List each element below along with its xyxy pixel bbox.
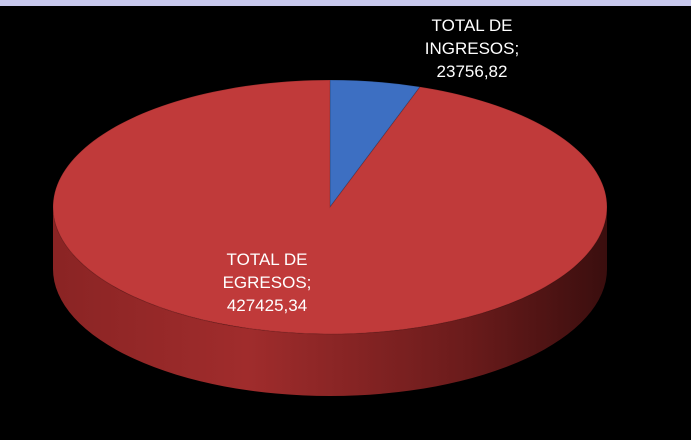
data-label: TOTAL DE EGRESOS; 427425,34 <box>212 248 322 317</box>
label-value: 23756,82 <box>436 62 508 81</box>
label-category: TOTAL DE INGRESOS <box>424 16 515 58</box>
label-value: 427425,34 <box>226 296 308 315</box>
label-separator: ; <box>514 39 520 58</box>
data-label: TOTAL DE INGRESOS; 23756,82 <box>417 14 527 83</box>
label-separator: ; <box>306 273 312 292</box>
slice <box>329 79 421 209</box>
slice-side <box>53 207 607 396</box>
label-category: TOTAL DE EGRESOS <box>222 250 308 292</box>
slice <box>52 79 608 335</box>
top-border <box>0 0 691 6</box>
